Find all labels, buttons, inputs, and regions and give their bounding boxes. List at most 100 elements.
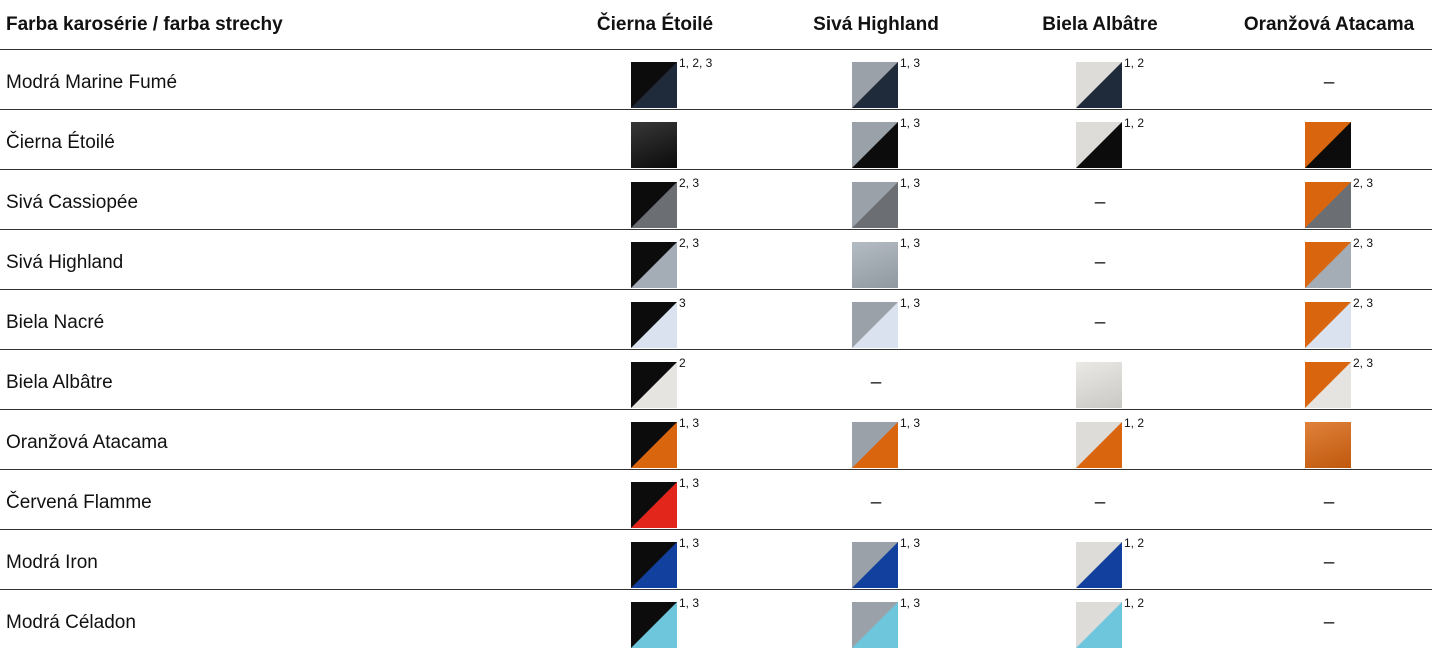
footnote-refs: 2, 3 bbox=[1353, 176, 1374, 190]
cell-cierna-etoile: 1, 3 bbox=[575, 590, 735, 650]
row-divider bbox=[0, 109, 1432, 110]
cell-biela-albatre: 1, 2 bbox=[1020, 590, 1180, 650]
footnote-refs: 1, 2 bbox=[1124, 116, 1145, 130]
two-tone-color-swatch bbox=[852, 422, 898, 468]
cell-biela-albatre: 1, 2 bbox=[1020, 410, 1180, 470]
table-row: Sivá Cassiopée 2, 3 1, 3 – 2, 3 bbox=[0, 170, 1432, 230]
row-divider bbox=[0, 49, 1432, 50]
cell-biela-albatre: – bbox=[1020, 170, 1180, 230]
not-available-dash: – bbox=[870, 492, 882, 513]
footnote-refs: 1, 3 bbox=[900, 416, 921, 430]
footnote-refs: 1, 3 bbox=[679, 596, 700, 610]
table-row: Čierna Étoilé 1, 3 1, 2 bbox=[0, 110, 1432, 170]
two-tone-color-swatch bbox=[1305, 302, 1351, 348]
cell-siva-highland: 1, 3 bbox=[796, 590, 956, 650]
two-tone-color-swatch bbox=[631, 182, 677, 228]
row-divider bbox=[0, 229, 1432, 230]
cell-siva-highland: 1, 3 bbox=[796, 230, 956, 290]
two-tone-color-swatch bbox=[1076, 122, 1122, 168]
row-label: Červená Flamme bbox=[6, 492, 152, 513]
two-tone-color-swatch bbox=[852, 62, 898, 108]
footnote-refs: 1, 3 bbox=[900, 596, 921, 610]
cell-siva-highland: 1, 3 bbox=[796, 50, 956, 110]
cell-siva-highland: 1, 3 bbox=[796, 110, 956, 170]
footnote-refs: 1, 3 bbox=[900, 296, 921, 310]
cell-oranzova-atacama: – bbox=[1249, 530, 1409, 590]
not-available-dash: – bbox=[1094, 192, 1106, 213]
two-tone-color-swatch bbox=[631, 242, 677, 288]
cell-cierna-etoile bbox=[575, 110, 735, 170]
table-header: Farba karosérie / farba strechy Čierna É… bbox=[0, 0, 1432, 50]
two-tone-color-swatch bbox=[631, 602, 677, 648]
not-available-dash: – bbox=[1323, 552, 1335, 573]
cell-oranzova-atacama: – bbox=[1249, 50, 1409, 110]
footnote-refs: 1, 2 bbox=[1124, 416, 1145, 430]
cell-cierna-etoile: 2, 3 bbox=[575, 230, 735, 290]
footnote-refs: 2, 3 bbox=[1353, 236, 1374, 250]
not-available-dash: – bbox=[1094, 252, 1106, 273]
footnote-refs: 1, 3 bbox=[679, 416, 700, 430]
solid-color-swatch bbox=[852, 242, 898, 288]
cell-siva-highland: – bbox=[796, 470, 956, 530]
not-available-dash: – bbox=[1323, 492, 1335, 513]
two-tone-color-swatch bbox=[1076, 62, 1122, 108]
cell-biela-albatre: – bbox=[1020, 230, 1180, 290]
footnote-refs: 1, 3 bbox=[900, 536, 921, 550]
cell-siva-highland: 1, 3 bbox=[796, 530, 956, 590]
table-row: Biela Albâtre 2 – 2, 3 bbox=[0, 350, 1432, 410]
solid-color-swatch bbox=[1076, 362, 1122, 408]
cell-biela-albatre: 1, 2 bbox=[1020, 530, 1180, 590]
row-label: Biela Albâtre bbox=[6, 372, 113, 393]
cell-cierna-etoile: 1, 3 bbox=[575, 410, 735, 470]
row-divider bbox=[0, 589, 1432, 590]
table-row: Biela Nacré 3 1, 3 – 2, 3 bbox=[0, 290, 1432, 350]
row-divider bbox=[0, 169, 1432, 170]
row-divider bbox=[0, 349, 1432, 350]
cell-siva-highland: 1, 3 bbox=[796, 290, 956, 350]
footnote-refs: 1, 2 bbox=[1124, 596, 1145, 610]
two-tone-color-swatch bbox=[852, 602, 898, 648]
table-row: Oranžová Atacama 1, 3 1, 3 1, 2 bbox=[0, 410, 1432, 470]
row-label: Modrá Iron bbox=[6, 552, 98, 573]
cell-cierna-etoile: 1, 3 bbox=[575, 530, 735, 590]
header-body-roof: Farba karosérie / farba strechy bbox=[6, 14, 283, 35]
two-tone-color-swatch bbox=[631, 62, 677, 108]
cell-oranzova-atacama bbox=[1249, 410, 1409, 470]
cell-oranzova-atacama bbox=[1249, 110, 1409, 170]
two-tone-color-swatch bbox=[631, 362, 677, 408]
header-cierna-etoile: Čierna Étoilé bbox=[596, 14, 714, 35]
cell-biela-albatre: – bbox=[1020, 290, 1180, 350]
row-label: Modrá Céladon bbox=[6, 612, 136, 633]
table-row: Modrá Marine Fumé 1, 2, 3 1, 3 1, 2 – bbox=[0, 50, 1432, 110]
table-row: Červená Flamme 1, 3 – – – bbox=[0, 470, 1432, 530]
cell-biela-albatre: 1, 2 bbox=[1020, 50, 1180, 110]
cell-oranzova-atacama: – bbox=[1249, 590, 1409, 650]
row-divider bbox=[0, 529, 1432, 530]
two-tone-color-swatch bbox=[1305, 242, 1351, 288]
two-tone-color-swatch bbox=[1076, 602, 1122, 648]
row-divider bbox=[0, 409, 1432, 410]
table-row: Modrá Iron 1, 3 1, 3 1, 2 – bbox=[0, 530, 1432, 590]
two-tone-color-swatch bbox=[631, 422, 677, 468]
footnote-refs: 1, 2 bbox=[1124, 56, 1145, 70]
two-tone-color-swatch bbox=[1076, 542, 1122, 588]
not-available-dash: – bbox=[1323, 612, 1335, 633]
row-divider bbox=[0, 289, 1432, 290]
cell-biela-albatre: 1, 2 bbox=[1020, 110, 1180, 170]
two-tone-color-swatch bbox=[631, 482, 677, 528]
cell-oranzova-atacama: 2, 3 bbox=[1249, 230, 1409, 290]
cell-biela-albatre bbox=[1020, 350, 1180, 410]
footnote-refs: 1, 2, 3 bbox=[679, 56, 713, 70]
cell-oranzova-atacama: 2, 3 bbox=[1249, 350, 1409, 410]
two-tone-color-swatch bbox=[1076, 422, 1122, 468]
header-oranzova-atacama: Oranžová Atacama bbox=[1243, 14, 1415, 35]
two-tone-color-swatch bbox=[1305, 182, 1351, 228]
two-tone-color-swatch bbox=[1305, 122, 1351, 168]
footnote-refs: 1, 2 bbox=[1124, 536, 1145, 550]
row-divider bbox=[0, 469, 1432, 470]
footnote-refs: 1, 3 bbox=[679, 536, 700, 550]
two-tone-color-swatch bbox=[1305, 362, 1351, 408]
row-label: Sivá Cassiopée bbox=[6, 192, 139, 213]
not-available-dash: – bbox=[1323, 72, 1335, 93]
